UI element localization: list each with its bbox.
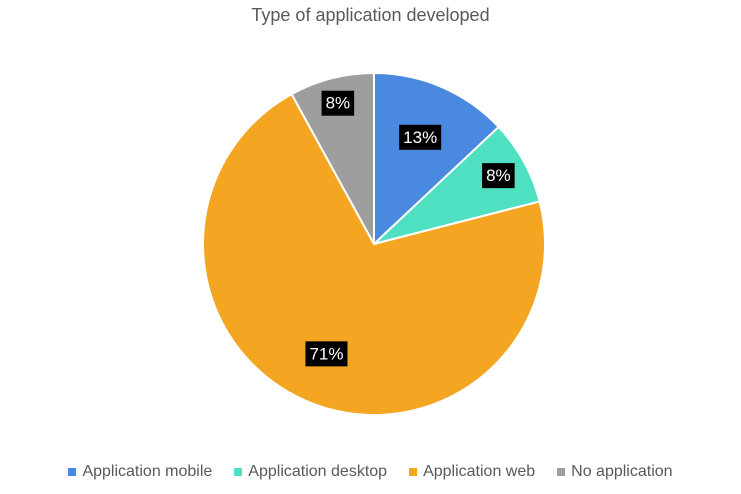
legend-swatch (557, 468, 566, 476)
pie-slice-application-mobile (373, 71, 501, 247)
legend-label: Application desktop (248, 463, 388, 480)
legend-swatch (68, 468, 77, 476)
pie-slice-application-web (202, 92, 546, 416)
legend-label: Application web (423, 463, 536, 480)
chart-title: Type of application developed (251, 5, 490, 25)
legend-swatch (409, 468, 418, 476)
data-label-background (305, 341, 348, 367)
legend-item-application-desktop: Application desktop (234, 463, 387, 481)
pie-slice-no-application (290, 71, 375, 245)
data-label-application-mobile: 13% (399, 124, 442, 150)
legend-label: Application mobile (82, 463, 213, 480)
data-label-background (399, 124, 442, 150)
legend-label: No application (571, 463, 673, 480)
legend-item-application-mobile: Application mobile (68, 463, 212, 481)
data-label-text: 71% (309, 344, 343, 363)
chart-legend: Application mobile Application desktop App… (0, 463, 741, 481)
data-label-background (321, 90, 355, 116)
data-label-application-web: 71% (305, 341, 348, 367)
legend-item-no-application: No application (557, 463, 673, 481)
legend-item-application-web: Application web (409, 463, 535, 481)
data-label-application-desktop: 8% (482, 163, 515, 189)
data-label-text: 8% (326, 94, 351, 113)
data-label-text: 13% (403, 128, 437, 147)
data-label-background (482, 163, 515, 189)
data-label-text: 8% (486, 166, 511, 185)
data-label-no-application: 8% (321, 90, 355, 116)
legend-swatch (234, 468, 243, 476)
